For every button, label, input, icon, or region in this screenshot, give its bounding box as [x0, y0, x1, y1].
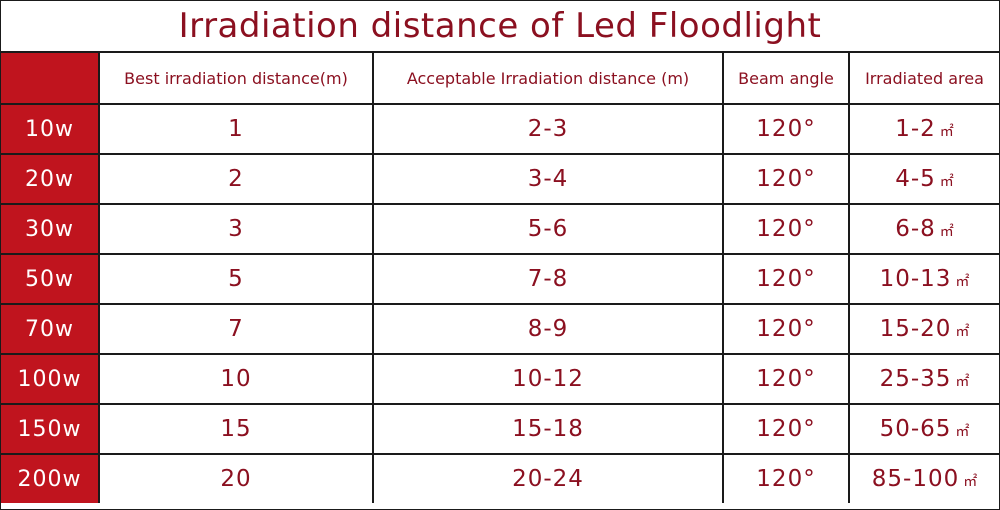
beam-angle-cell: 120°: [722, 153, 850, 205]
area-unit: ㎡: [939, 124, 954, 140]
area-unit: ㎡: [955, 424, 970, 440]
table-row: 70w 7 8-9 120° 15-20 ㎡: [1, 303, 999, 355]
best-distance-cell: 1: [98, 104, 374, 155]
best-distance-cell: 2: [98, 153, 374, 205]
irradiated-area-cell: 1-2 ㎡: [848, 104, 999, 155]
header-row: Best irradiation distance(m) Acceptable …: [1, 53, 999, 105]
area-unit: ㎡: [955, 324, 970, 340]
beam-angle-cell: 120°: [722, 453, 850, 503]
power-cell: 50w: [1, 253, 100, 305]
acceptable-distance-cell: 3-4: [372, 153, 724, 205]
table-row: 30w 3 5-6 120° 6-8 ㎡: [1, 203, 999, 255]
table-row: 50w 5 7-8 120° 10-13 ㎡: [1, 253, 999, 305]
area-value: 4-5: [895, 166, 936, 192]
area-value: 15-20: [879, 316, 952, 342]
area-value: 50-65: [879, 416, 952, 442]
area-value: 85-100: [871, 466, 960, 492]
best-distance-cell: 20: [98, 453, 374, 503]
irradiated-area-cell: 15-20 ㎡: [848, 303, 999, 355]
area-unit: ㎡: [963, 474, 978, 490]
power-cell: 100w: [1, 353, 100, 405]
power-cell: 10w: [1, 104, 100, 155]
irradiated-area-cell: 50-65 ㎡: [848, 403, 999, 455]
area-unit: ㎡: [939, 224, 954, 240]
area-value: 1-2: [895, 116, 936, 142]
spec-table: Best irradiation distance(m) Acceptable …: [1, 53, 999, 503]
power-cell: 30w: [1, 203, 100, 255]
acceptable-distance-cell: 2-3: [372, 104, 724, 155]
area-unit: ㎡: [939, 174, 954, 190]
best-distance-cell: 7: [98, 303, 374, 355]
power-cell: 150w: [1, 403, 100, 455]
irradiated-area-cell: 10-13 ㎡: [848, 253, 999, 305]
col-header-beam-angle: Beam angle: [722, 53, 850, 105]
table-row: 100w 10 10-12 120° 25-35 ㎡: [1, 353, 999, 405]
acceptable-distance-cell: 10-12: [372, 353, 724, 405]
area-value: 10-13: [879, 266, 952, 292]
col-header-best-distance: Best irradiation distance(m): [98, 53, 374, 105]
acceptable-distance-cell: 8-9: [372, 303, 724, 355]
power-cell: 70w: [1, 303, 100, 355]
power-cell: 20w: [1, 153, 100, 205]
irradiated-area-cell: 6-8 ㎡: [848, 203, 999, 255]
area-unit: ㎡: [955, 274, 970, 290]
power-cell: 200w: [1, 453, 100, 503]
title-bar: Irradiation distance of Led Floodlight: [1, 1, 999, 53]
irradiated-area-cell: 85-100 ㎡: [848, 453, 999, 503]
acceptable-distance-cell: 5-6: [372, 203, 724, 255]
beam-angle-cell: 120°: [722, 253, 850, 305]
col-header-acceptable-distance: Acceptable Irradiation distance (m): [372, 53, 724, 105]
table-row: 20w 2 3-4 120° 4-5 ㎡: [1, 153, 999, 205]
page-title: Irradiation distance of Led Floodlight: [178, 6, 822, 46]
col-header-irradiated-area: Irradiated area: [848, 53, 999, 105]
acceptable-distance-cell: 7-8: [372, 253, 724, 305]
area-unit: ㎡: [955, 374, 970, 390]
table-row: 150w 15 15-18 120° 50-65 ㎡: [1, 403, 999, 455]
irradiated-area-cell: 25-35 ㎡: [848, 353, 999, 405]
best-distance-cell: 3: [98, 203, 374, 255]
irradiated-area-cell: 4-5 ㎡: [848, 153, 999, 205]
best-distance-cell: 5: [98, 253, 374, 305]
beam-angle-cell: 120°: [722, 353, 850, 405]
area-value: 25-35: [879, 366, 952, 392]
table-row: 200w 20 20-24 120° 85-100 ㎡: [1, 453, 999, 503]
beam-angle-cell: 120°: [722, 203, 850, 255]
beam-angle-cell: 120°: [722, 104, 850, 155]
best-distance-cell: 15: [98, 403, 374, 455]
beam-angle-cell: 120°: [722, 403, 850, 455]
acceptable-distance-cell: 20-24: [372, 453, 724, 503]
table-row: 10w 1 2-3 120° 1-2 ㎡: [1, 104, 999, 155]
acceptable-distance-cell: 15-18: [372, 403, 724, 455]
area-value: 6-8: [895, 216, 936, 242]
beam-angle-cell: 120°: [722, 303, 850, 355]
corner-cell: [1, 53, 100, 105]
best-distance-cell: 10: [98, 353, 374, 405]
